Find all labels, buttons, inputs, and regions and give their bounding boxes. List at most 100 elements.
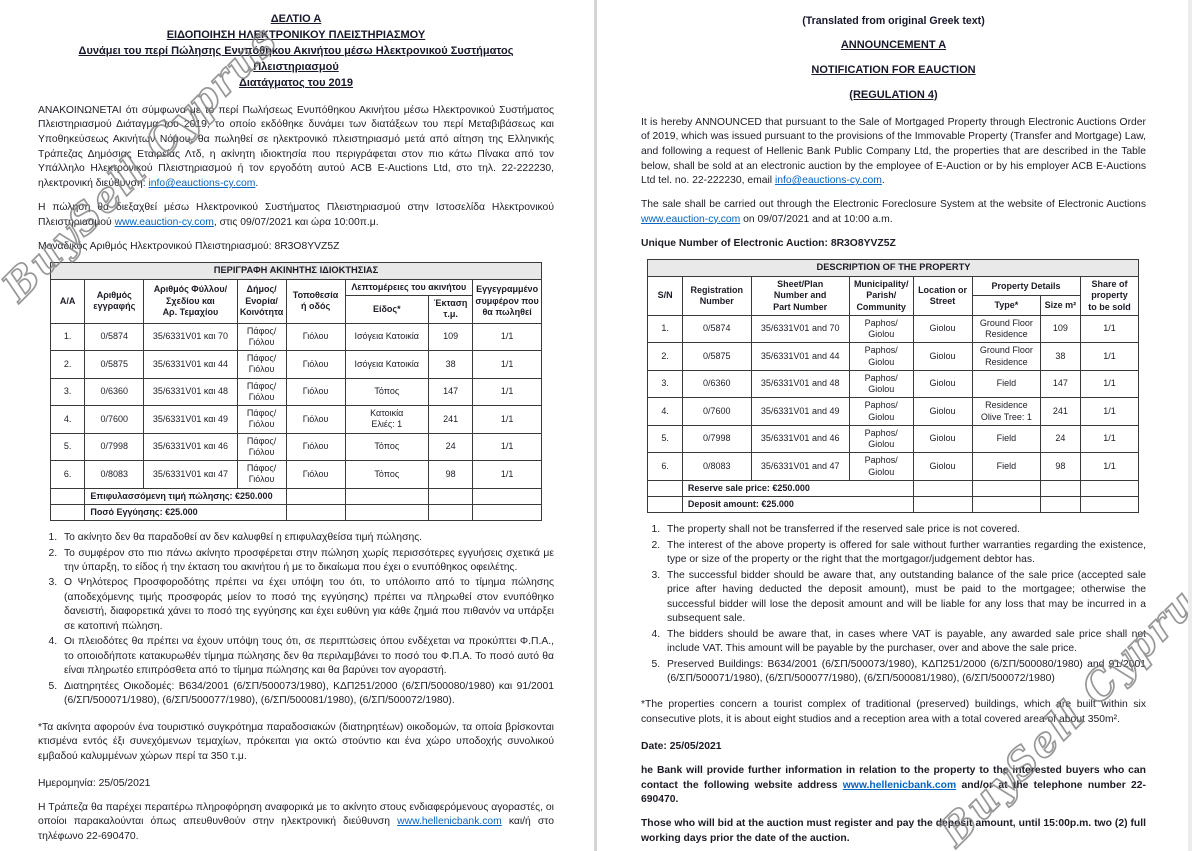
table-cell: Γιόλου [285, 377, 346, 407]
text-segment: . [881, 175, 885, 187]
table-cell: 1/1 [1079, 397, 1140, 426]
table-cell: 35/6331V01 και 49 [143, 405, 238, 434]
table-cell: 98 [1040, 452, 1081, 481]
column-header-sn: S/N [647, 276, 683, 316]
table-cell: 2. [647, 342, 683, 371]
table-cell: Paphos/ Giolou [848, 452, 914, 481]
email-link[interactable]: info@eauctions-cy.com [148, 178, 256, 190]
table-cell [285, 487, 346, 505]
table-cell: 35/6331V01 και 47 [143, 460, 238, 489]
table-cell: Giolou [912, 342, 973, 371]
table-cell [1040, 479, 1081, 498]
table-row: 5. 0/7998 35/6331V01 and 46 Paphos/ Giolou G… [647, 424, 1140, 454]
column-header-sheet-plan: Αριθμός Φύλλου/ Σχεδίου και Αρ. Τεμαχίου [143, 278, 238, 324]
table-row: 4. 0/7600 35/6331V01 and 49 Paphos/ Giolou G… [647, 397, 1140, 426]
table-cell: Paphos/ Giolou [848, 424, 914, 454]
doc-title-line-3: Δυνάμει του περί Πώλησης Ενυπόθηκου Ακιν… [78, 44, 514, 73]
table-cell: Τόπος [344, 432, 430, 462]
table-cell: 2. [49, 350, 86, 379]
table-cell: Γιόλου [285, 432, 346, 462]
auction-website-link[interactable]: www.eauction-cy.com [114, 216, 214, 228]
star-note: *Τα ακίνητα αφορούν ένα τουριστικό συγκρ… [38, 721, 554, 763]
table-cell [971, 496, 1042, 514]
table-cell [285, 503, 346, 522]
registration-note: Those who will bid at the auction must r… [640, 817, 1146, 844]
text-segment: The sale shall be carried out through th… [640, 199, 1146, 211]
table-cell: 0/5875 [84, 350, 145, 379]
table-cell: 0/7998 [84, 432, 145, 462]
email-link[interactable]: info@eauctions-cy.com [774, 175, 882, 187]
column-header-sheet-plan: Sheet/Plan Number and Part Number [750, 276, 850, 316]
doc-title-line-4: Διατάγματος του 2019 [238, 76, 354, 89]
doc-title-line-2: NOTIFICATION FOR EAUCTION [811, 63, 976, 76]
table-cell: Κατοικία Ελιές: 1 [344, 405, 430, 434]
table-cell [912, 496, 973, 514]
column-header-type: Type* [971, 295, 1042, 316]
table-cell: 24 [427, 432, 474, 462]
table-cell: 1/1 [472, 405, 542, 434]
table-cell [472, 503, 542, 522]
unique-auction-number: Μοναδικός Αριθμός Ηλεκτρονικού Πλειστηρι… [38, 241, 340, 253]
table-cell: Γιόλου [285, 460, 346, 489]
list-item: The successful bidder should be aware th… [663, 569, 1146, 627]
text-segment: και/ή στο τηλέφωνο 22-690470. [38, 816, 554, 843]
table-cell: Field [971, 452, 1042, 481]
reserve-price-row: Επιφυλασσόμενη τιμή πώλησης: €250.000 [49, 487, 542, 505]
table-cell [344, 487, 430, 505]
table-cell: 24 [1040, 424, 1081, 454]
table-cell [1040, 496, 1081, 514]
table-cell: 1. [49, 322, 86, 352]
table-cell: 6. [49, 460, 86, 489]
deposit-amount: Deposit amount: €25.000 [681, 496, 914, 514]
text-segment: on 09/07/2021 and at 10:00 a.m. [740, 213, 893, 225]
column-header-location: Τοποθεσία ή οδός [285, 278, 346, 324]
doc-title-line-3: (REGULATION 4) [849, 88, 938, 101]
table-cell: 1/1 [472, 377, 542, 407]
table-cell [1079, 479, 1140, 498]
table-cell: 109 [1040, 314, 1081, 344]
table-cell [49, 487, 86, 505]
text-segment: ΑΝΑΚΟΙΝΩΝΕΤΑΙ ότι σύμφωνα με το περί Πωλ… [38, 104, 554, 190]
table-cell: 0/6360 [84, 377, 145, 407]
table-cell: 35/6331V01 and 49 [750, 397, 850, 426]
table-row: 6. 0/8083 35/6331V01 and 47 Paphos/ Giolou G… [647, 452, 1140, 481]
table-cell: Τόπος [344, 377, 430, 407]
table-row: 2. 0/5875 35/6331V01 and 44 Paphos/ Giolou G… [647, 342, 1140, 371]
table-cell: 1/1 [472, 322, 542, 352]
table-cell: 1/1 [1079, 314, 1140, 344]
table-cell: 1/1 [472, 350, 542, 379]
table-cell: 147 [427, 377, 474, 407]
table-cell: 5. [647, 424, 683, 454]
table-cell: Field [971, 424, 1042, 454]
english-title-block: (Translated from original Greek text) AN… [641, 14, 1146, 104]
table-cell: Giolou [912, 397, 973, 426]
table-cell: Πάφος/ Γιόλου [236, 405, 287, 434]
table-cell [912, 479, 973, 498]
list-item: The property shall not be transferred if… [663, 523, 1146, 537]
text-segment: . [255, 178, 259, 190]
table-cell: 35/6331V01 and 47 [750, 452, 850, 481]
column-header-share: Εγγεγραμμένο συμφέρον που θα πωληθεί [472, 278, 542, 324]
announcement-paragraph: ΑΝΑΚΟΙΝΩΝΕΤΑΙ ότι σύμφωνα με το περί Πωλ… [38, 104, 554, 192]
table-cell: Τόπος [344, 460, 430, 489]
table-cell: 1/1 [1079, 424, 1140, 454]
table-row: 4. 0/7600 35/6331V01 και 49 Πάφος/ Γιόλου Γι… [49, 405, 542, 434]
bank-website-link[interactable]: www.hellenicbank.com [397, 816, 502, 828]
bank-website-link[interactable]: www.hellenicbank.com [842, 779, 957, 791]
table-cell: Giolou [912, 452, 973, 481]
table-cell: 0/6360 [681, 369, 752, 399]
table-cell: 1/1 [1079, 452, 1140, 481]
table-cell: 1/1 [472, 432, 542, 462]
property-table: ΠΕΡΙΓΡΑΦΗ ΑΚΙΝΗΤΗΣ ΙΔΙΟΚΤΗΣΙΑΣ Α/Α Αριθμ… [49, 262, 542, 522]
table-title: ΠΕΡΙΓΡΑΦΗ ΑΚΙΝΗΤΗΣ ΙΔΙΟΚΤΗΣΙΑΣ [49, 262, 542, 280]
sale-paragraph: Η πώληση θα διεξαχθεί μέσω Ηλεκτρονικού … [38, 201, 554, 230]
deposit-row: Ποσό Εγγύησης: €25.000 [49, 503, 542, 522]
auction-website-link[interactable]: www.eauction-cy.com [640, 213, 741, 225]
bank-info-paragraph: he Bank will provide further information… [641, 764, 1146, 808]
table-cell: 0/5874 [84, 322, 145, 352]
page-english: BuySell Cyprus (Translated from original… [593, 0, 1188, 851]
table-cell: 241 [427, 405, 474, 434]
table-cell: 0/5875 [681, 342, 752, 371]
column-header-municipality: Municipality/ Parish/ Community [848, 276, 914, 316]
table-row: 5. 0/7998 35/6331V01 και 46 Πάφος/ Γιόλου Γι… [49, 432, 542, 462]
